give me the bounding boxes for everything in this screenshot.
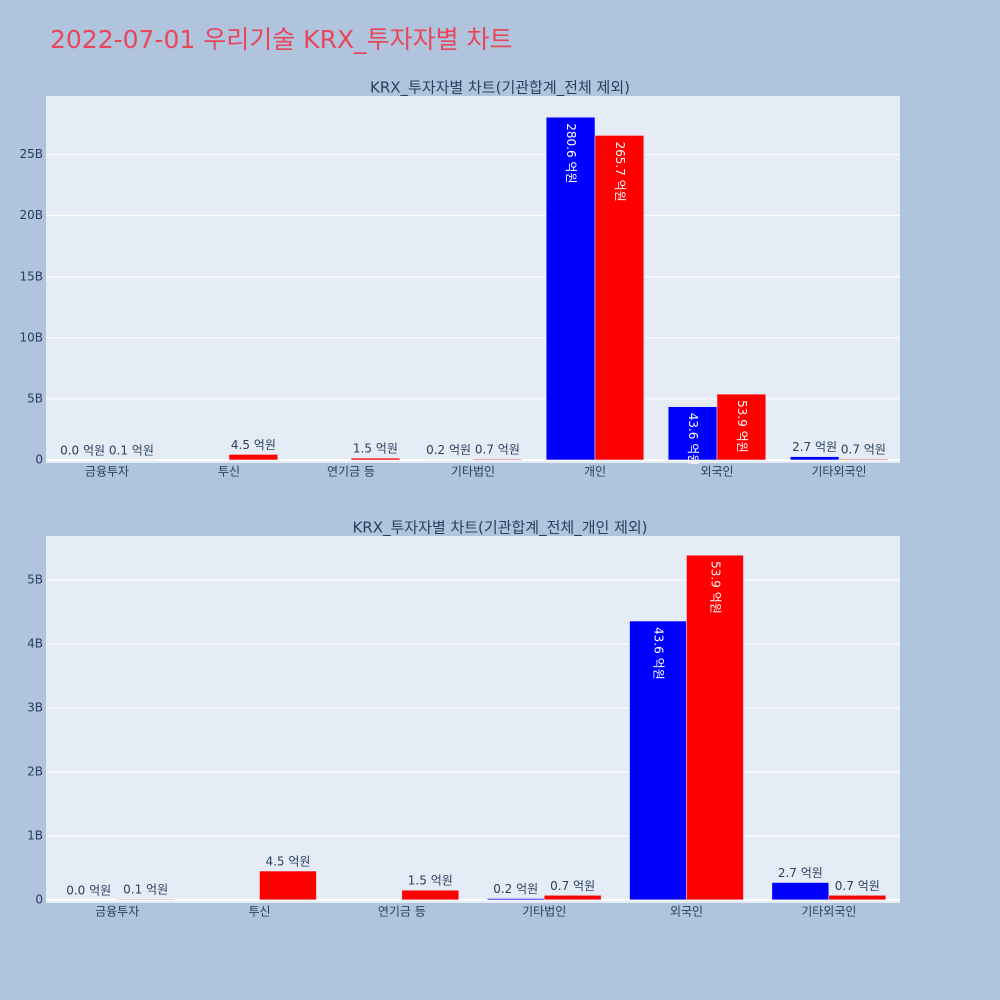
bar xyxy=(828,895,887,901)
y-tick-label: 10B xyxy=(19,330,43,344)
bar xyxy=(486,898,545,901)
x-tick-label: 투신 xyxy=(218,465,240,479)
y-tick-label: 20B xyxy=(19,208,43,222)
bar xyxy=(350,457,401,461)
data-label: 43.6 억원 xyxy=(686,413,700,466)
chart-title: KRX_투자자별 차트(기관합계_전체 제외) xyxy=(370,79,630,98)
data-label: 0.2 억원 xyxy=(493,882,538,896)
bar xyxy=(543,895,602,901)
x-tick-label: 기타법인 xyxy=(522,905,566,919)
x-tick-label: 기타법인 xyxy=(451,465,495,479)
x-tick-label: 기타외국인 xyxy=(801,905,856,919)
bar xyxy=(472,458,523,461)
y-tick-label: 25B xyxy=(19,147,43,161)
x-tick-label: 개인 xyxy=(584,465,606,479)
x-tick-label: 금융투자 xyxy=(95,905,139,919)
bar xyxy=(594,135,645,461)
y-tick-label: 15B xyxy=(19,269,43,283)
data-label: 0.1 억원 xyxy=(109,443,154,457)
x-tick-label: 기타외국인 xyxy=(811,465,866,479)
data-label: 2.7 억원 xyxy=(792,440,837,454)
data-label: 1.5 억원 xyxy=(408,874,453,888)
x-tick-label: 외국인 xyxy=(670,905,703,919)
data-label: 0.7 억원 xyxy=(841,443,886,457)
x-tick-label: 외국인 xyxy=(700,465,733,479)
bar xyxy=(686,554,744,901)
bar xyxy=(259,870,317,901)
y-tick-label: 3B xyxy=(27,700,43,714)
data-label: 53.9 억원 xyxy=(735,400,749,453)
data-label: 0.1 억원 xyxy=(123,883,168,897)
x-tick-label: 연기금 등 xyxy=(327,465,375,479)
y-tick-label: 0 xyxy=(35,452,43,466)
data-label: 0.2 억원 xyxy=(426,443,471,457)
page-title: 2022-07-01 우리기술 KRX_투자자별 차트 xyxy=(50,25,513,54)
plot-area xyxy=(46,536,900,903)
data-label: 4.5 억원 xyxy=(265,855,310,869)
x-tick-label: 투신 xyxy=(248,905,270,919)
x-tick-label: 연기금 등 xyxy=(378,905,426,919)
data-label: 53.9 억원 xyxy=(708,561,722,614)
data-label: 0.0 억원 xyxy=(66,883,111,897)
bar xyxy=(838,458,889,461)
bar xyxy=(116,898,175,901)
data-label: 265.7 억원 xyxy=(613,141,627,201)
x-tick-label: 금융투자 xyxy=(85,465,129,479)
chart-title: KRX_투자자별 차트(기관합계_전체_개인 제외) xyxy=(352,519,647,538)
bar xyxy=(667,406,718,461)
data-label: 280.6 억원 xyxy=(564,123,578,183)
y-tick-label: 5B xyxy=(27,391,43,405)
bar xyxy=(228,454,279,461)
bar xyxy=(789,456,840,461)
data-label: 1.5 억원 xyxy=(353,442,398,456)
y-tick-label: 2B xyxy=(27,764,43,778)
data-label: 0.7 억원 xyxy=(550,879,595,893)
data-label: 43.6 억원 xyxy=(652,627,666,680)
bar xyxy=(401,889,460,901)
data-label: 4.5 억원 xyxy=(231,438,276,452)
data-label: 0.7 억원 xyxy=(475,443,520,457)
y-tick-label: 1B xyxy=(27,828,43,842)
y-tick-label: 0 xyxy=(35,892,43,906)
data-label: 0.7 억원 xyxy=(835,879,880,893)
data-label: 2.7 억원 xyxy=(778,866,823,880)
bar xyxy=(771,882,830,901)
y-tick-label: 4B xyxy=(27,637,43,651)
y-tick-label: 5B xyxy=(27,573,43,587)
bar xyxy=(629,620,687,901)
data-label: 0.0 억원 xyxy=(60,443,105,457)
bar xyxy=(716,393,767,461)
plot-area xyxy=(46,96,900,463)
